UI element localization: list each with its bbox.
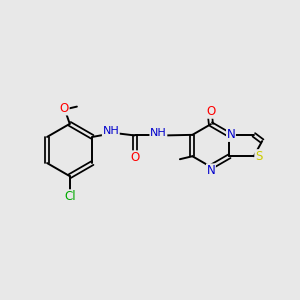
Text: Cl: Cl — [64, 190, 76, 203]
Text: N: N — [226, 128, 235, 141]
Text: O: O — [60, 102, 69, 115]
Text: O: O — [130, 151, 139, 164]
Text: NH: NH — [103, 126, 119, 136]
Text: S: S — [255, 150, 262, 163]
Text: N: N — [207, 164, 215, 177]
Text: O: O — [206, 105, 216, 118]
Text: NH: NH — [150, 128, 167, 138]
